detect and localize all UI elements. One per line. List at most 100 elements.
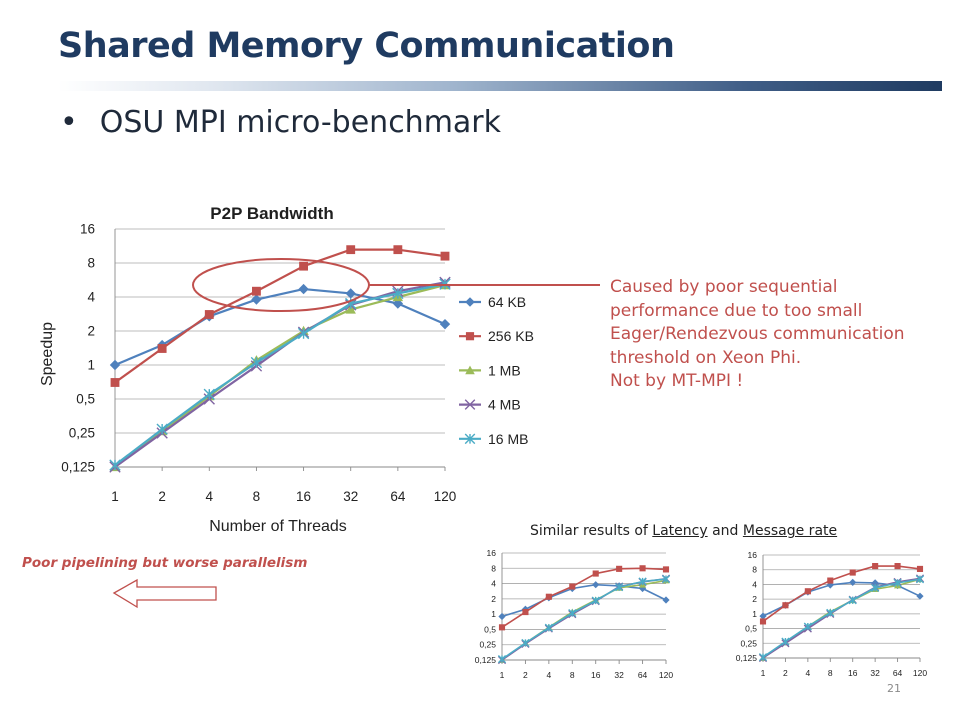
square-marker — [872, 563, 879, 570]
y-tick-label: 16 — [80, 222, 95, 237]
square-marker — [393, 245, 403, 255]
message-rate-link[interactable]: Message rate — [742, 523, 838, 539]
y-tick-label: 2 — [87, 324, 95, 339]
diamond-marker — [298, 283, 309, 295]
data-point — [156, 423, 168, 435]
data-point — [392, 287, 404, 300]
x-tick-label: 120 — [913, 668, 927, 678]
x-tick-label: 2 — [783, 668, 788, 678]
data-point — [522, 608, 529, 616]
star-marker — [156, 423, 168, 435]
square-marker — [252, 286, 261, 296]
data-point — [662, 566, 670, 573]
data-point — [345, 288, 356, 299]
chart-title: P2P Bandwidth — [210, 204, 333, 223]
data-point — [615, 583, 624, 592]
x-tick-label: 8 — [253, 489, 261, 504]
star-marker — [615, 583, 624, 592]
caption-and: and — [707, 523, 743, 539]
star-marker — [521, 638, 530, 648]
triangle-marker — [345, 304, 356, 314]
star-marker — [661, 575, 671, 584]
y-tick-label: 8 — [87, 256, 95, 271]
x-tick-label: 4 — [805, 668, 810, 678]
x-tick-label: 32 — [614, 670, 624, 680]
bullet-item: • OSU MPI micro-benchmark — [60, 105, 501, 140]
series-line — [114, 287, 446, 367]
triangle-marker — [465, 365, 475, 375]
star-marker — [781, 637, 790, 646]
square-marker — [498, 624, 506, 631]
data-point — [849, 578, 857, 587]
series-line — [501, 567, 667, 628]
y-tick-label: 1 — [87, 358, 95, 373]
x-tick-label: 2 — [158, 489, 166, 504]
y-tick-label: 0,25 — [479, 640, 496, 650]
legend-label: 64 KB — [488, 294, 526, 310]
diamond-marker — [849, 578, 857, 587]
data-point — [440, 251, 450, 261]
y-tick-label: 0,5 — [76, 392, 95, 407]
series-line — [501, 578, 667, 660]
y-tick-label: 1 — [752, 609, 757, 619]
series-line — [501, 579, 667, 661]
square-marker — [204, 310, 214, 319]
y-tick-label: 0,5 — [745, 624, 757, 634]
data-point — [498, 624, 506, 631]
data-point — [804, 588, 811, 595]
diamond-marker — [439, 318, 451, 330]
y-tick-label: 0,125 — [61, 460, 95, 475]
data-point — [849, 569, 856, 576]
square-marker — [894, 563, 901, 570]
star-marker — [848, 596, 857, 605]
star-marker — [893, 578, 902, 587]
data-point — [204, 310, 214, 319]
data-point — [894, 563, 901, 570]
data-point — [521, 638, 530, 648]
data-point — [252, 286, 261, 296]
star-marker — [464, 433, 476, 445]
data-point — [592, 581, 600, 589]
y-tick-label: 4 — [491, 579, 496, 589]
series-line — [114, 283, 446, 466]
x-marker — [464, 399, 476, 410]
data-point — [759, 612, 767, 620]
square-marker — [616, 565, 623, 572]
x-tick-label: 8 — [828, 668, 833, 678]
series-line — [762, 577, 921, 659]
x-tick-label: 1 — [111, 489, 119, 504]
data-point — [544, 623, 553, 632]
data-point — [109, 459, 121, 471]
legend-marker — [465, 297, 475, 307]
data-point — [662, 596, 670, 604]
data-point — [345, 304, 356, 314]
data-point — [803, 622, 812, 631]
slide-title: Shared Memory Communication — [58, 26, 675, 66]
data-point — [110, 378, 120, 387]
data-point — [203, 388, 215, 401]
y-tick-label: 4 — [87, 290, 95, 305]
data-point — [251, 294, 262, 305]
x-tick-label: 16 — [848, 668, 858, 678]
legend-label: 4 MB — [488, 397, 521, 413]
x-tick-label: 64 — [390, 489, 406, 504]
data-point — [298, 283, 309, 295]
x-tick-label: 120 — [434, 489, 457, 504]
latency-link[interactable]: Latency — [652, 523, 708, 539]
data-point — [915, 575, 925, 584]
star-marker — [803, 622, 812, 631]
data-point — [109, 359, 121, 371]
star-marker — [568, 608, 577, 618]
data-point — [871, 583, 880, 592]
data-point — [661, 575, 671, 584]
data-point — [591, 596, 600, 605]
series-line — [762, 578, 921, 659]
x-tick-label: 1 — [761, 668, 766, 678]
star-marker — [638, 577, 647, 586]
annotation-line: Caused by poor sequential — [610, 277, 838, 297]
series-line — [762, 565, 921, 623]
diamond-marker — [916, 592, 924, 600]
bullet-dot-icon: • — [60, 105, 78, 140]
legend-marker — [465, 365, 475, 375]
